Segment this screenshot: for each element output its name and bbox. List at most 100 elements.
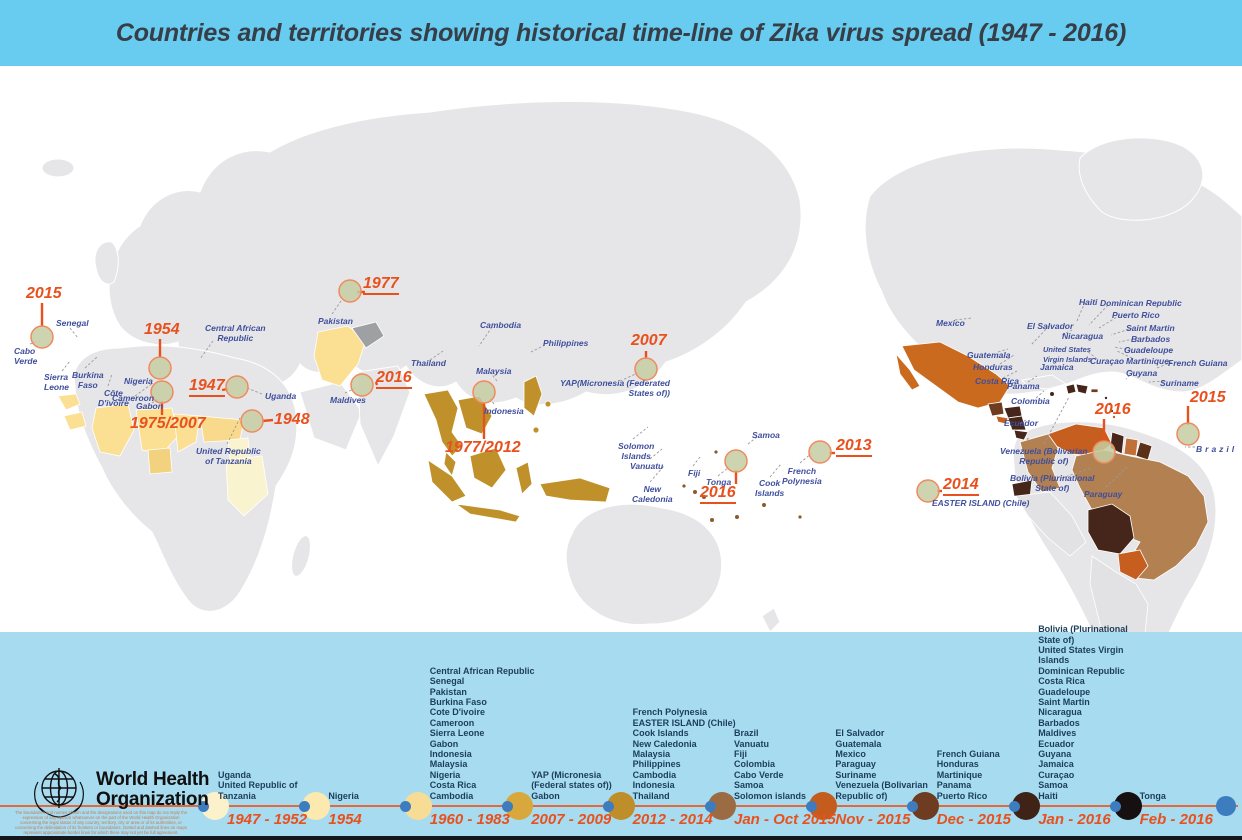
map-year-label: 2016 xyxy=(1095,401,1131,418)
map-country-label: Cabo Verde xyxy=(14,346,38,366)
map-country-label: Panama xyxy=(1007,381,1040,391)
map-country-label: Maldives xyxy=(330,395,366,405)
map-country-label: Curaçao xyxy=(1090,356,1125,366)
map-country-label: Mexico xyxy=(936,318,965,328)
map-country-label: Martinique xyxy=(1126,356,1169,366)
map-country-label: Colombia xyxy=(1011,396,1050,406)
map-country-label: Thailand xyxy=(411,358,446,368)
map-disclaimer: The boundaries and names shown and the d… xyxy=(14,810,188,835)
map-country-label: Tonga xyxy=(706,477,732,487)
map-country-label: Ecuador xyxy=(1004,418,1039,428)
map-year-label: 2015 xyxy=(26,285,62,302)
timeline-country-list: French Polynesia EASTER ISLAND (Chile) C… xyxy=(632,707,736,801)
map-year-label: 1948 xyxy=(274,411,310,428)
title-band: Countries and territories showing histor… xyxy=(0,0,1242,66)
map-country-label: Paraguay xyxy=(1084,489,1123,499)
map-country-label: Brazil xyxy=(1196,444,1238,454)
timeline-country-list: Central African Republic Senegal Pakista… xyxy=(429,665,535,801)
timeline-date-label: Dec - 2015 xyxy=(936,811,1012,828)
map-year-label: 2015 xyxy=(1190,389,1226,406)
map-country-label: Puerto Rico xyxy=(1112,310,1160,320)
map-year-label: 1975/2007 xyxy=(130,415,206,432)
map-country-label: Venezuela (Bolivarian Republic of) xyxy=(1000,446,1088,466)
timeline-date-label: 2012 - 2014 xyxy=(632,811,713,828)
map-year-label: 2007 xyxy=(631,332,667,349)
map-country-label: EASTER ISLAND (Chile) xyxy=(932,498,1030,508)
map-country-label: Guadeloupe xyxy=(1124,345,1174,355)
timeline-country-list: Nigeria xyxy=(328,790,359,801)
map-country-label: Solomon Islands xyxy=(618,441,655,461)
who-name-line2: Organization xyxy=(96,789,209,810)
map-country-label: Suriname xyxy=(1160,378,1199,388)
timeline-date-label: 1960 - 1983 xyxy=(429,811,510,828)
map-year-label: 2016 xyxy=(376,370,412,389)
timeline-country-list: Tonga xyxy=(1139,790,1166,801)
timeline-country-list: Bolivia (Plurinational State of) United … xyxy=(1038,624,1128,801)
map-country-label: Central African Republic xyxy=(205,323,266,343)
map-country-label: Costa Rica xyxy=(975,376,1019,386)
map-country-label: French Guiana xyxy=(1168,358,1228,368)
timeline-node-dot xyxy=(805,800,817,812)
bottom-border xyxy=(0,836,1242,840)
map-country-label: Philippines xyxy=(543,338,589,348)
map-country-label: Cameroon xyxy=(112,393,155,403)
map-country-label: Cambodia xyxy=(480,320,522,330)
timeline-country-list: Brazil Vanuatu Fiji Colombia Cabo Verde … xyxy=(734,728,807,801)
who-emblem-icon xyxy=(34,768,84,818)
map-country-label: Pakistan xyxy=(318,316,353,326)
who-logo: World Health Organization xyxy=(30,762,210,818)
map-country-label: YAP(Micronesia (Federated States of)) xyxy=(560,378,670,398)
timeline-country-list: El Salvador Guatemala Mexico Paraguay Su… xyxy=(835,728,928,801)
map-country-label: Sierra Leone xyxy=(44,372,70,392)
map-country-label: Bolivia (Plurinational State of) xyxy=(1010,473,1095,493)
who-name: World Health Organization xyxy=(96,769,210,810)
map-country-label: Uganda xyxy=(265,391,297,401)
timeline-country-list: French Guiana Honduras Martinique Panama… xyxy=(936,748,1000,801)
map-country-label: Cook Islands xyxy=(755,478,785,498)
timeline-date-label: Jan - Oct 2015 xyxy=(734,811,836,828)
timeline-end-dot xyxy=(1216,796,1236,816)
map-year-label: 1977 xyxy=(363,276,399,295)
map-year-label: 1977/2012 xyxy=(445,439,521,456)
map-country-label: Côte D'ivoire xyxy=(98,388,129,408)
map-country-label: Barbados xyxy=(1131,334,1171,344)
timeline-country-list: Uganda United Republic of Tanzania xyxy=(218,769,298,801)
timeline-node-dot xyxy=(1110,800,1122,812)
timeline-node-dot xyxy=(197,800,209,812)
map-country-label: Indonesia xyxy=(484,406,524,416)
map-country-label: Burkina Faso xyxy=(72,370,104,390)
timeline-node-dot xyxy=(603,800,615,812)
timeline-date-label: Feb - 2016 xyxy=(1139,811,1213,828)
map-country-label: Malaysia xyxy=(476,366,512,376)
timeline-date-label: Nov - 2015 xyxy=(835,811,911,828)
map-country-label: Samoa xyxy=(752,430,780,440)
timeline-node-dot xyxy=(1008,800,1020,812)
map-country-label: New Caledonia xyxy=(632,484,673,504)
map-country-label: El Salvador xyxy=(1027,321,1074,331)
map-country-label: Honduras xyxy=(973,362,1013,372)
map-country-label: Nigeria xyxy=(124,376,153,386)
map-country-label: Fiji xyxy=(688,468,701,478)
timeline-country-list: YAP (Micronesia (Federal states of)) Gab… xyxy=(531,769,612,801)
map-year-label: 2014 xyxy=(943,477,979,496)
page-title: Countries and territories showing histor… xyxy=(115,18,1127,47)
map-country-label: Dominican Republic xyxy=(1100,298,1182,308)
map-country-label: Guatemala xyxy=(967,350,1011,360)
timeline-node-dot xyxy=(907,800,919,812)
timeline-date-label: Jan - 2016 xyxy=(1038,811,1111,828)
who-name-line1: World Health xyxy=(96,769,210,790)
timeline-date-label: 1947 - 1952 xyxy=(227,811,308,828)
timeline-node-dot xyxy=(704,800,716,812)
map-country-label: Nicaragua xyxy=(1062,331,1104,341)
map-country-label: Saint Martin xyxy=(1126,323,1175,333)
map-year-label: 2013 xyxy=(836,438,872,457)
timeline-node-dot xyxy=(501,800,513,812)
map-country-label: French Polynesia xyxy=(782,466,822,486)
timeline-date-label: 2007 - 2009 xyxy=(531,811,612,828)
map-country-label: Guyana xyxy=(1126,368,1158,378)
map-country-label: Gabon xyxy=(136,401,163,411)
timeline-date-label: 1954 xyxy=(328,811,362,828)
map-year-label: 1954 xyxy=(144,321,180,338)
map-year-label: 2016 xyxy=(700,485,736,504)
